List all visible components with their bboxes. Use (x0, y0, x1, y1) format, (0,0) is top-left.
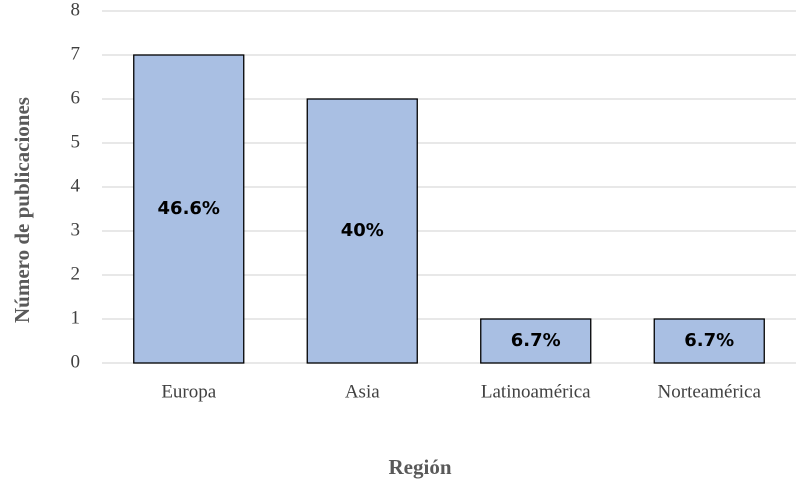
bar (133, 54, 245, 364)
y-tick-label: 6 (71, 87, 81, 108)
y-tick-label: 2 (71, 263, 81, 284)
bar (653, 318, 765, 364)
y-tick-label: 3 (71, 219, 81, 240)
bar (306, 98, 418, 364)
x-tick-label: Asia (345, 381, 380, 402)
data-label: 6.7% (684, 330, 734, 351)
data-label: 46.6% (158, 198, 220, 219)
y-tick-label: 4 (71, 175, 81, 196)
bar (480, 318, 592, 364)
y-tick-label: 7 (71, 43, 81, 64)
y-axis-title: Número de publicaciones (10, 97, 34, 323)
x-axis-title: Región (389, 455, 452, 479)
data-label: 40% (341, 220, 384, 241)
x-tick-label: Norteamérica (658, 381, 762, 402)
y-tick-label: 5 (71, 131, 81, 152)
data-label: 6.7% (511, 330, 561, 351)
y-tick-label: 0 (71, 351, 81, 372)
y-tick-label: 8 (71, 0, 81, 20)
x-tick-label: Europa (161, 381, 216, 402)
y-tick-label: 1 (71, 307, 81, 328)
x-tick-label: Latinoamérica (481, 381, 591, 402)
